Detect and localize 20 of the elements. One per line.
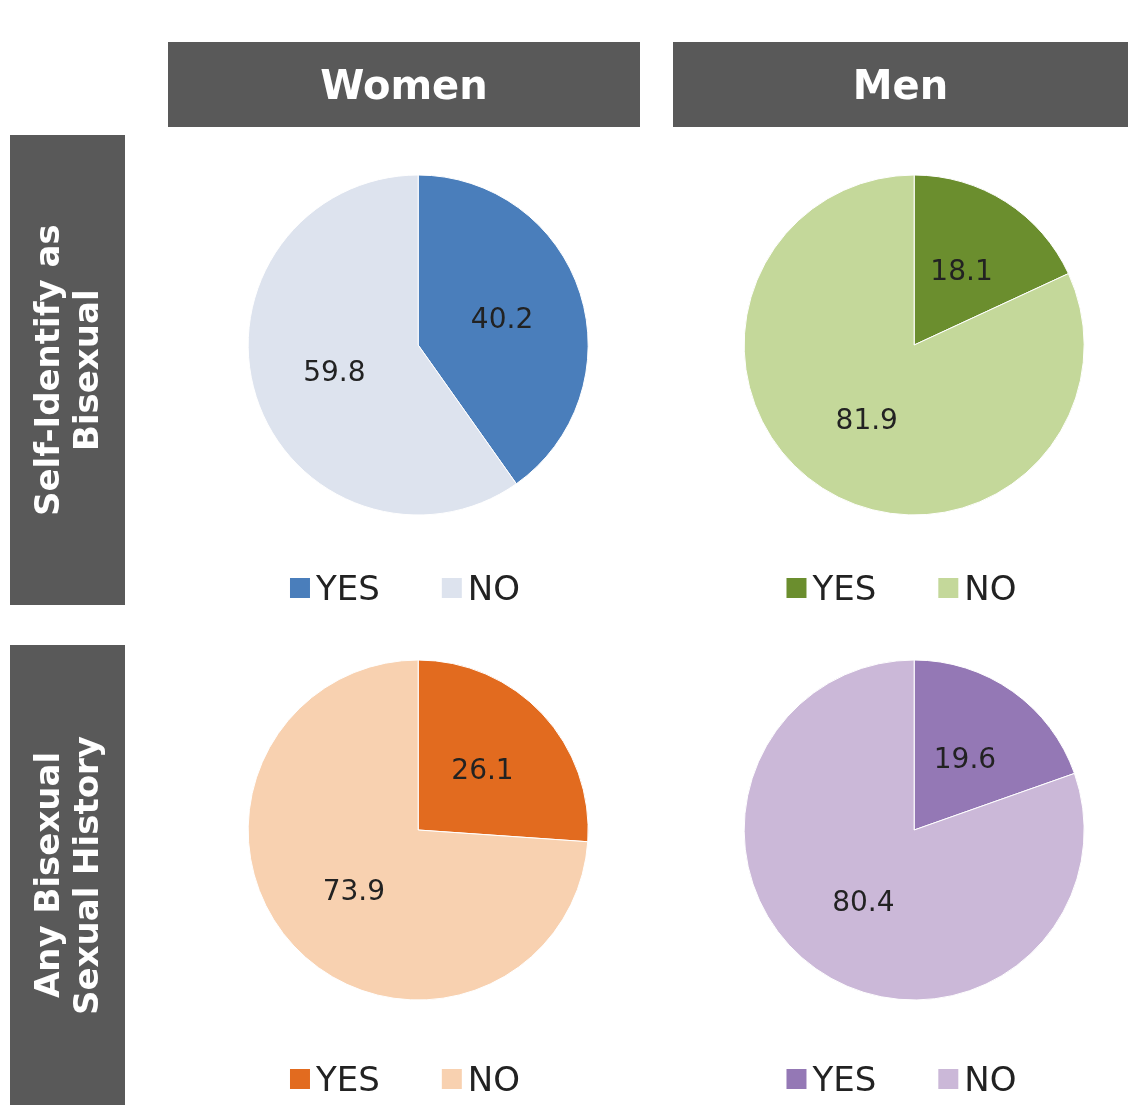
legend-label: NO [467,1059,521,1099]
legend-label: NO [964,1059,1017,1099]
data-label: 81.9 [835,402,898,436]
data-label: 73.9 [322,873,385,907]
text: Any Bisexual Sexual History [27,734,107,1017]
chart-title: Men [673,42,1128,127]
legend-label: YES [314,568,380,608]
legend-label: NO [467,568,521,608]
data-label: 19.6 [933,741,997,775]
legend-label: YES [314,1059,380,1099]
legend-label: NO [964,568,1017,608]
text: Self-Identify as Bisexual [27,223,107,518]
data-label: 59.8 [303,355,366,389]
chart-title: Women [168,42,640,127]
legend-label: YES [811,568,877,608]
legend-label: YES [811,1059,877,1099]
data-label: 40.2 [470,301,534,335]
data-label: 26.1 [451,753,514,787]
data-label: 80.4 [832,885,895,919]
data-label: 18.1 [930,254,993,288]
